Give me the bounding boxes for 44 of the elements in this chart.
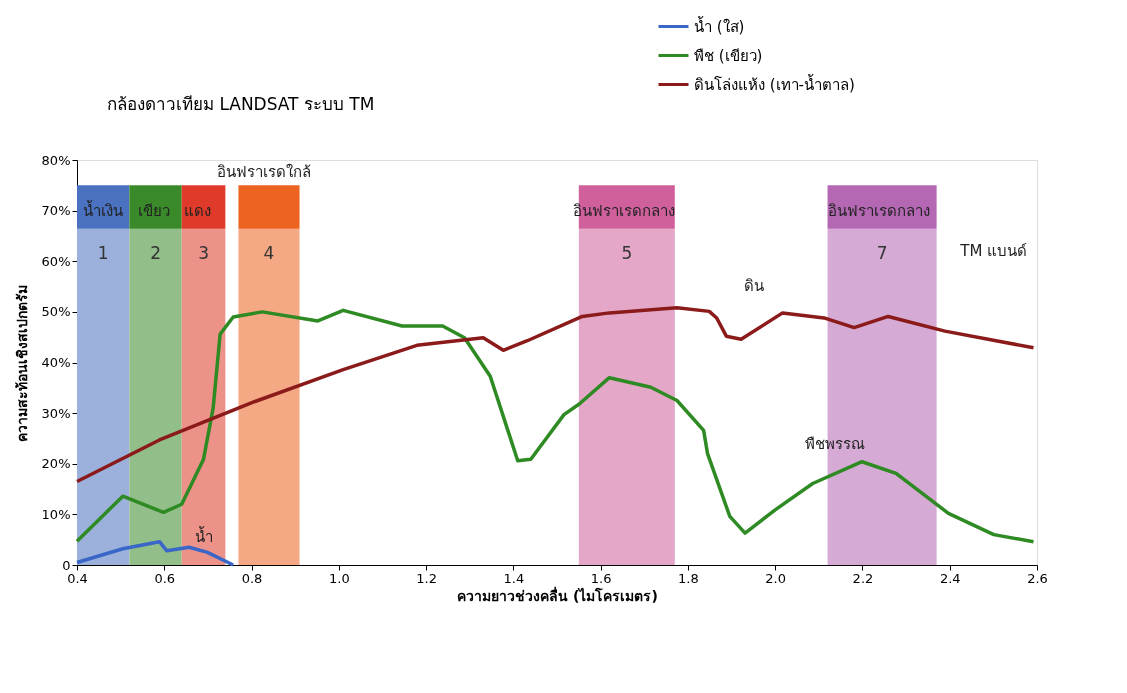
x-tick-label: 0.8 (241, 570, 263, 586)
x-tick-label: 1.4 (503, 570, 525, 586)
chart-title: กล้องดาวเทียม LANDSAT ระบบ TM (107, 94, 375, 114)
band-label: 2 (150, 242, 161, 263)
x-tick-label: 1.8 (678, 570, 699, 586)
y-tick-label: 10% (41, 506, 71, 522)
x-tick-label: 2.4 (939, 570, 961, 586)
band-label: 5 (621, 242, 633, 263)
annotation: เขียว (137, 201, 170, 220)
legend-label: ดินโล่งแห้ง (เทา-น้ำตาล) (694, 73, 855, 94)
x-tick-label: 2.0 (765, 570, 787, 586)
annotation: แดง (184, 201, 212, 220)
band-label: 1 (97, 242, 109, 263)
x-tick-label: 1.6 (590, 570, 612, 586)
annotation: อินฟราเรดใกล้ (217, 163, 312, 182)
y-tick-label: 50% (41, 304, 71, 320)
band-label: 4 (263, 242, 275, 263)
y-tick-label: 60% (41, 253, 71, 269)
x-tick-label: 0.4 (67, 570, 88, 586)
y-tick-label: 40% (41, 355, 71, 370)
y-tick-label: 80% (41, 152, 71, 168)
line-series (75, 306, 1036, 484)
annotation: อินฟราเรดกลาง (827, 201, 930, 220)
x-tick-label: 2.2 (852, 570, 874, 586)
band-label: 3 (198, 242, 209, 263)
annotation: น้ำเงิน (82, 199, 123, 220)
x-axis-title: ความยาวช่วงคลื่น (ไมโครเมตร) (457, 585, 658, 604)
x-tick-label: 2.6 (1027, 570, 1048, 586)
x-tick-label: 1.2 (416, 570, 437, 586)
y-tick-label: 70% (41, 203, 71, 219)
x-tick-label: 1.0 (328, 570, 350, 586)
legend-label: น้ำ (ใส) (694, 15, 745, 36)
legend-label: พืช (เขียว) (694, 46, 763, 65)
annotation: TM แบนด์ (959, 242, 1028, 261)
x-tick-label: 0.6 (154, 570, 176, 586)
line-series (75, 308, 1036, 544)
band-label: 7 (876, 242, 888, 263)
annotation: พืชพรรณ (805, 434, 866, 453)
annotation: น้ำ (194, 525, 213, 546)
y-tick-label: 30% (41, 405, 71, 421)
y-tick-label: 20% (41, 456, 71, 472)
y-axis-title: ความสะท้อนเชิงสเปกตรัม (13, 284, 30, 442)
annotation: ดิน (743, 276, 764, 295)
y-tick-label: 0 (62, 557, 71, 573)
